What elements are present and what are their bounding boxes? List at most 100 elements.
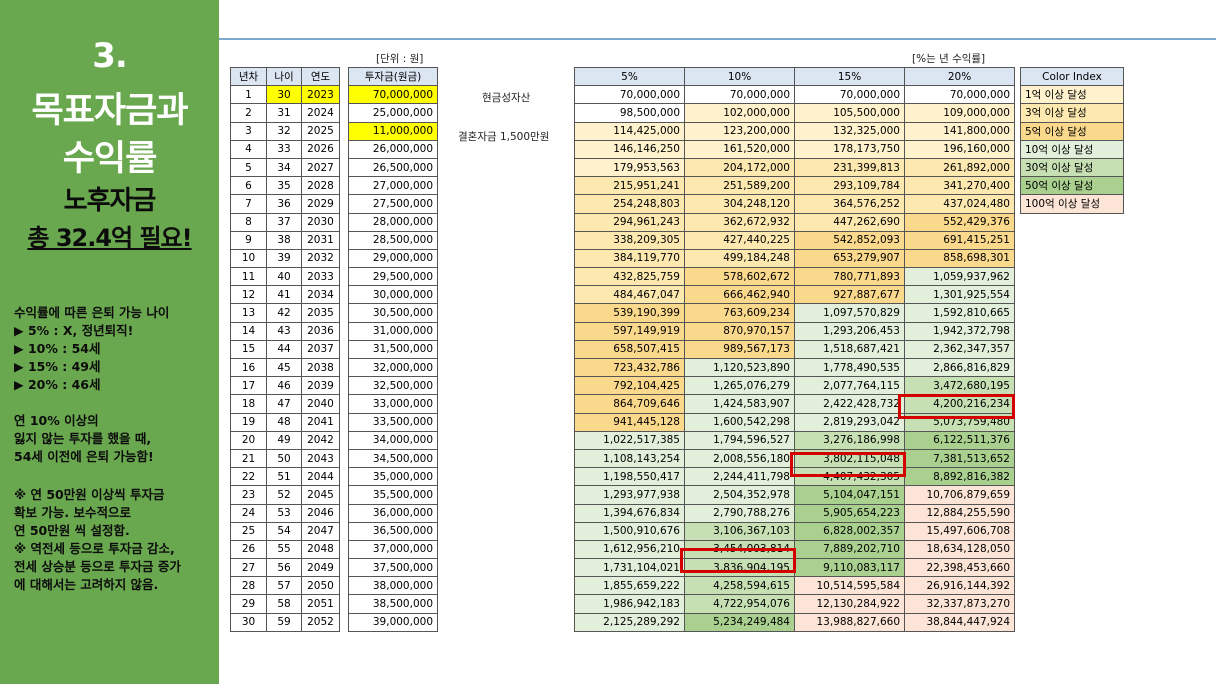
year-no-cell: 6 [230,176,267,196]
table-row: 5 34 2027 26,500,000 [230,157,438,178]
table-row: 6 35 2028 27,000,000 [230,176,438,196]
balance-cell: 1,265,076,279 [684,376,795,396]
note-retire-title: 수익률에 따른 은퇴 가능 나이 [14,305,170,320]
principal-cell: 37,000,000 [348,539,438,560]
year-no-cell: 28 [230,576,267,596]
year-no-cell: 13 [230,303,267,323]
col-header-15pct: 15% [794,66,905,87]
balance-cell: 437,024,480 [904,194,1015,214]
year-no-cell: 20 [230,430,267,450]
year-cell: 2048 [301,539,340,560]
top-divider [219,38,1216,40]
legend-row: 30억 이상 달성 [1020,157,1124,178]
table-row: 20 49 2042 34,000,000 [230,430,438,450]
year-cell: 2028 [301,176,340,196]
col-header-year: 연도 [301,66,340,87]
gap-cell [340,540,349,558]
balance-cell: 5,905,654,223 [794,503,905,523]
year-no-cell: 3 [230,121,267,141]
age-cell: 42 [266,303,302,323]
gap-cell [340,86,349,104]
balance-cell: 578,602,672 [684,267,795,287]
table-row: 384,119,770 499,184,248 653,279,907 858,698… [574,248,1015,269]
balance-cell: 2,008,556,180 [684,448,795,469]
table-row: 4 33 2026 26,000,000 [230,139,438,159]
age-cell: 47 [266,394,302,414]
year-no-cell: 12 [230,285,267,305]
year-cell: 2025 [301,121,340,141]
balance-cell: 2,362,347,357 [904,339,1015,360]
table-row: 294,961,243 362,672,932 447,262,690 552,429… [574,212,1015,232]
age-cell: 59 [266,612,302,632]
age-cell: 34 [266,157,302,178]
table-row: 1,198,550,417 2,244,411,798 4,407,432,305 8… [574,467,1015,487]
balance-cell: 70,000,000 [794,85,905,105]
year-cell: 2037 [301,339,340,360]
balance-cell: 18,634,128,050 [904,539,1015,560]
color-index-header: Color Index [1020,66,1124,87]
table-row: 8 37 2030 28,000,000 [230,212,438,232]
balance-cell: 109,000,000 [904,103,1015,123]
balance-cell: 15,497,606,708 [904,521,1015,541]
balance-cell: 3,472,680,195 [904,376,1015,396]
balance-cell: 215,951,241 [574,176,685,196]
year-cell: 2040 [301,394,340,414]
year-cell: 2049 [301,558,340,578]
col-header-20pct: 20% [904,66,1015,87]
balance-cell: 196,160,000 [904,139,1015,159]
balance-cell: 2,077,764,115 [794,376,905,396]
balance-cell: 7,889,202,710 [794,539,905,560]
table-row: 25 54 2047 36,500,000 [230,521,438,541]
year-cell: 2046 [301,503,340,523]
gap-cell [340,577,349,595]
gap-cell [340,268,349,286]
year-cell: 2051 [301,594,340,614]
col-header-age: 나이 [266,66,302,87]
gap-cell [340,213,349,231]
balance-cell: 542,852,093 [794,230,905,250]
year-cell: 2042 [301,430,340,450]
principal-cell: 34,500,000 [348,448,438,469]
balance-cell: 780,771,893 [794,267,905,287]
title-line-2: 수익률 [62,139,158,179]
note-assume-5: 전세 상승분 등으로 투자금 증가 [14,559,181,574]
note-retire-5: ▶ 5% : X, 정년퇴직! [14,323,134,338]
year-cell: 2044 [301,467,340,487]
gap-cell [340,340,349,358]
table-row: 16 45 2038 32,000,000 [230,357,438,378]
year-cell: 2034 [301,285,340,305]
balance-cell: 792,104,425 [574,376,685,396]
year-no-cell: 27 [230,558,267,578]
age-cell: 58 [266,594,302,614]
principal-cell: 34,000,000 [348,430,438,450]
balance-cell: 1,942,372,798 [904,321,1015,341]
legend-row: 3억 이상 달성 [1020,103,1124,123]
balance-cell: 539,190,399 [574,303,685,323]
principal-cell: 37,500,000 [348,558,438,578]
balance-cell: 178,173,750 [794,139,905,159]
col-header-10pct: 10% [684,66,795,87]
balance-cell: 1,778,490,535 [794,357,905,378]
year-cell: 2035 [301,303,340,323]
table-row: 23 52 2045 35,500,000 [230,485,438,505]
balance-cell: 231,399,813 [794,157,905,178]
table-row: 24 53 2046 36,000,000 [230,503,438,523]
gap-cell [340,104,349,122]
age-cell: 41 [266,285,302,305]
year-cell: 2052 [301,612,340,632]
year-no-cell: 1 [230,85,267,105]
balance-cell: 12,130,284,922 [794,594,905,614]
balance-cell: 4,200,216,234 [904,394,1015,414]
legend-item: 50억 이상 달성 [1020,176,1124,196]
subtitle-line-2: 총 32.4억 필요! [27,224,192,252]
table-row: 597,149,919 870,970,157 1,293,206,453 1,942… [574,321,1015,341]
unit-label: [단위 : 원] [376,53,424,65]
note-invest-2: 잃지 않는 투자를 했을 때, [14,431,152,446]
gap-cell [340,395,349,413]
gap-cell [340,595,349,613]
balance-cell: 3,106,367,103 [684,521,795,541]
table-row: 792,104,425 1,265,076,279 2,077,764,115 3,4… [574,376,1015,396]
balance-cell: 70,000,000 [684,85,795,105]
gap-cell [340,359,349,377]
balance-cell: 364,576,252 [794,194,905,214]
